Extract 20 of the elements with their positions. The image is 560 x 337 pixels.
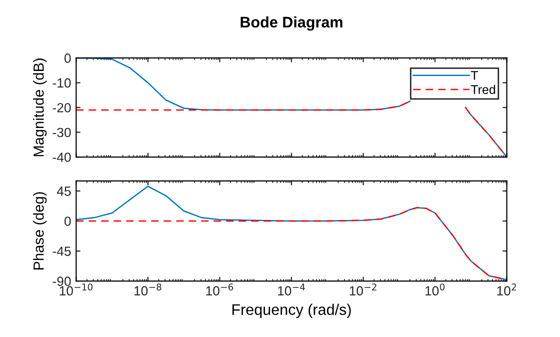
- chart-title: Bode Diagram: [240, 16, 342, 31]
- x-tick-label: 10$^{−6}$: [206, 283, 234, 296]
- y-tick-label: -10: [52, 78, 71, 88]
- y-tick-label: -20: [52, 103, 71, 112]
- y-axis-title: Phase (deg): [33, 192, 47, 270]
- legend-label: T: [470, 71, 478, 80]
- y-tick-label: -45: [52, 246, 71, 256]
- y-axis-title: Magnitude (dB): [33, 58, 47, 156]
- x-tick-label: 10$^{2}$: [497, 283, 516, 296]
- x-tick-label: 10$^{−8}$: [134, 283, 162, 296]
- y-tick-label: -30: [52, 128, 71, 138]
- y-tick-label: 45: [56, 186, 71, 196]
- x-axis-title: Frequency (rad/s): [232, 304, 351, 318]
- legend-label: Tred: [470, 84, 496, 94]
- y-tick-label: 0: [64, 54, 71, 63]
- x-tick-label: 10$^{0}$: [425, 283, 445, 296]
- x-tick-label: 10$^{−2}$: [350, 283, 376, 296]
- y-tick-label: -40: [52, 152, 71, 162]
- x-tick-label: 10$^{−4}$: [278, 284, 305, 296]
- y-tick-label: 0: [64, 216, 71, 226]
